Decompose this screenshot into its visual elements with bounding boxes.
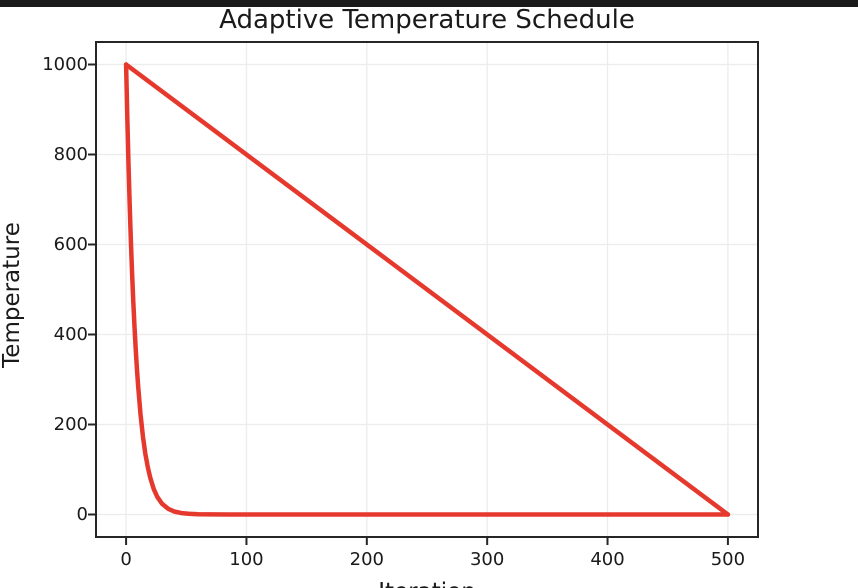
x-tick-label: 500 — [710, 549, 746, 570]
y-tick-label: 800 — [53, 143, 88, 165]
x-axis-label: Iteration — [96, 579, 758, 588]
series-exponential-decay — [123, 62, 731, 517]
x-tick-label: 0 — [120, 549, 132, 570]
x-tick-label: 200 — [349, 549, 384, 570]
window-top-edge — [0, 0, 858, 7]
series-linear-decay — [123, 62, 731, 517]
x-tick-label: 400 — [590, 549, 625, 570]
y-tick-label: 400 — [53, 323, 88, 345]
y-tick-label: 200 — [53, 413, 88, 435]
plot-border — [95, 41, 759, 538]
x-tick-label: 300 — [469, 549, 505, 570]
y-tick-label: 600 — [53, 233, 88, 255]
y-tick-label: 0 — [76, 503, 88, 525]
chart-title: Adaptive Temperature Schedule — [219, 5, 635, 35]
x-tick-label: 100 — [229, 549, 264, 570]
y-tick-label: 1000 — [42, 53, 88, 75]
